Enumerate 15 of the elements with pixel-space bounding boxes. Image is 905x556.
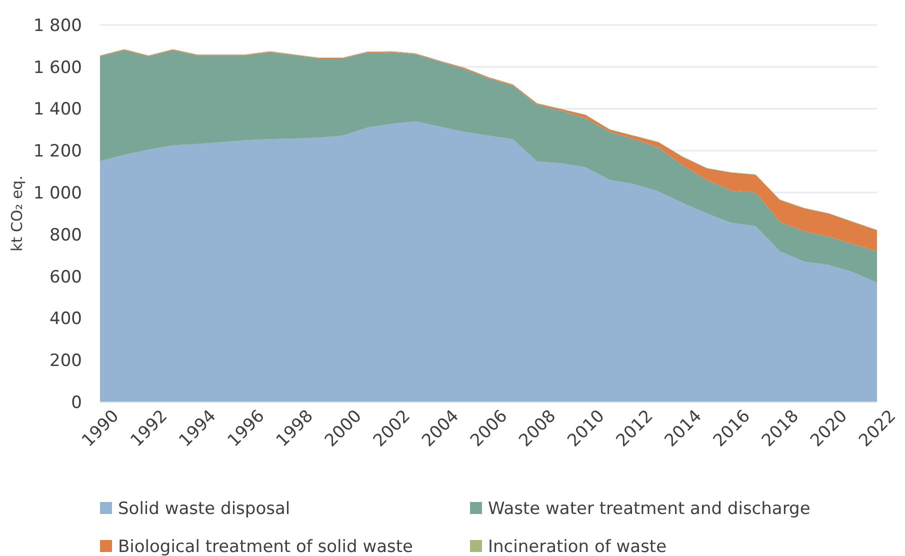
y-axis-title: kt CO₂ eq. xyxy=(8,176,26,252)
legend-label: Biological treatment of solid waste xyxy=(118,536,413,556)
y-tick-label: 0 xyxy=(71,392,82,413)
y-tick-label: 800 xyxy=(50,225,82,246)
legend-label: Waste water treatment and discharge xyxy=(488,498,810,519)
y-tick-label: 600 xyxy=(50,267,82,288)
y-tick-label: 400 xyxy=(50,309,82,330)
y-tick-label: 1 600 xyxy=(33,58,82,78)
y-tick-label: 1 000 xyxy=(33,184,82,204)
y-tick-label: 1 400 xyxy=(33,100,82,120)
legend-label: Solid waste disposal xyxy=(118,498,290,519)
y-tick-label: 200 xyxy=(50,351,82,372)
legend-label: Incineration of waste xyxy=(488,536,667,556)
y-tick-label: 1 200 xyxy=(33,142,82,162)
y-tick-label: 1 800 xyxy=(33,16,82,36)
